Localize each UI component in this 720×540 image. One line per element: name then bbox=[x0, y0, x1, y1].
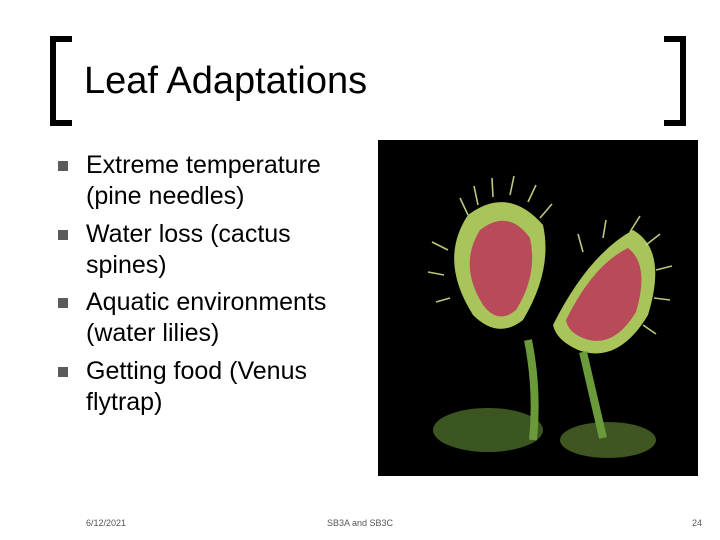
list-item: Aquatic environments (water lilies) bbox=[58, 287, 368, 350]
list-item: Getting food (Venus flytrap) bbox=[58, 356, 368, 419]
venus-flytrap-image bbox=[378, 140, 698, 476]
footer-page-number: 24 bbox=[692, 518, 702, 528]
slide: Leaf Adaptations Extreme temperature (pi… bbox=[0, 0, 720, 540]
flytrap-illustration-icon bbox=[378, 140, 698, 476]
square-bullet-icon bbox=[58, 161, 68, 171]
square-bullet-icon bbox=[58, 367, 68, 377]
bullet-text: Getting food (Venus flytrap) bbox=[86, 356, 368, 419]
slide-title: Leaf Adaptations bbox=[58, 48, 678, 103]
bullet-list: Extreme temperature (pine needles) Water… bbox=[58, 150, 368, 424]
footer-center-text: SB3A and SB3C bbox=[0, 518, 720, 528]
list-item: Water loss (cactus spines) bbox=[58, 219, 368, 282]
bullet-text: Water loss (cactus spines) bbox=[86, 219, 368, 282]
square-bullet-icon bbox=[58, 298, 68, 308]
bracket-left-icon bbox=[50, 36, 72, 126]
bullet-text: Extreme temperature (pine needles) bbox=[86, 150, 368, 213]
slide-footer: 6/12/2021 SB3A and SB3C 24 bbox=[0, 512, 720, 528]
list-item: Extreme temperature (pine needles) bbox=[58, 150, 368, 213]
square-bullet-icon bbox=[58, 230, 68, 240]
title-container: Leaf Adaptations bbox=[58, 48, 678, 120]
bracket-right-icon bbox=[664, 36, 686, 126]
bullet-text: Aquatic environments (water lilies) bbox=[86, 287, 368, 350]
